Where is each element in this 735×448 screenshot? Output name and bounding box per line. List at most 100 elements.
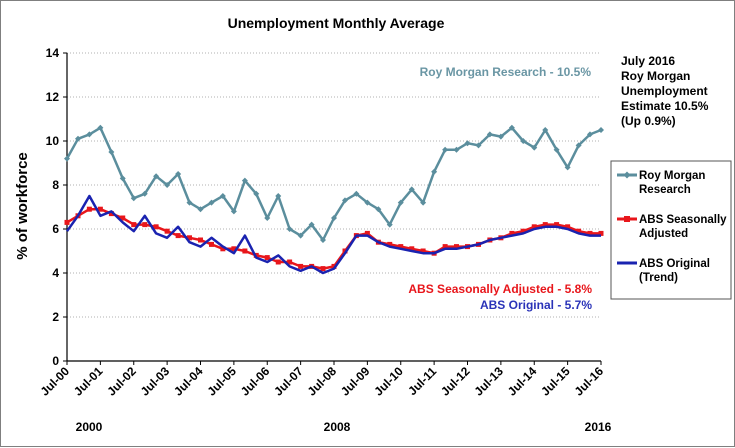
data-point-abs-sa bbox=[86, 206, 92, 212]
data-point-rm bbox=[208, 199, 215, 206]
data-point-rm bbox=[297, 232, 304, 239]
data-point-rm bbox=[86, 131, 93, 138]
x-tick-label: Jul-11 bbox=[405, 364, 439, 398]
side-note-line: Estimate 10.5% bbox=[621, 99, 709, 113]
legend: Roy Morgan Research ABS Seasonally Adjusted… bbox=[610, 160, 732, 300]
data-point-abs-sa bbox=[164, 228, 170, 234]
data-point-rm bbox=[598, 127, 604, 133]
y-tick-label: 6 bbox=[52, 222, 59, 236]
data-point-rm bbox=[564, 164, 571, 171]
data-point-rm bbox=[475, 142, 482, 149]
legend-label-abs_orig: ABS Original bbox=[639, 258, 710, 270]
data-point-abs-sa bbox=[198, 237, 203, 243]
x-tick-label: Jul-15 bbox=[538, 364, 573, 399]
data-point-abs-sa bbox=[298, 263, 304, 269]
data-point-abs-sa bbox=[509, 230, 515, 236]
x-tick-label: Jul-01 bbox=[71, 364, 106, 399]
data-point-rm bbox=[497, 133, 504, 140]
data-point-rm bbox=[286, 226, 293, 232]
data-point-rm bbox=[364, 199, 371, 206]
data-point-rm bbox=[586, 131, 593, 138]
legend-label-abs_orig: (Trend) bbox=[639, 272, 678, 284]
data-point-rm bbox=[531, 144, 538, 151]
series-rm bbox=[64, 124, 604, 243]
data-point-abs-sa bbox=[453, 244, 459, 250]
data-point-rm bbox=[175, 171, 182, 177]
x-tick-label: Jul-04 bbox=[171, 364, 206, 399]
legend-label-rm: Research bbox=[639, 184, 691, 196]
annotation-rm-latest: Roy Morgan Research - 10.5% bbox=[420, 65, 592, 79]
data-point-rm bbox=[542, 127, 549, 133]
side-note-line: Roy Morgan bbox=[621, 69, 690, 83]
data-point-abs-sa bbox=[320, 266, 326, 272]
data-point-abs-sa bbox=[531, 224, 537, 230]
y-axis-label: % of workforce bbox=[14, 152, 31, 260]
data-point-rm bbox=[431, 168, 438, 175]
data-point-rm bbox=[264, 215, 271, 221]
x-tick-label: Jul-00 bbox=[38, 364, 73, 399]
data-point-rm bbox=[397, 199, 404, 206]
data-point-abs-sa bbox=[576, 228, 582, 234]
data-point-abs-sa bbox=[120, 215, 126, 221]
data-point-rm bbox=[308, 221, 315, 228]
x-tick-label: Jul-07 bbox=[271, 364, 306, 399]
data-point-rm bbox=[197, 206, 204, 213]
data-point-abs-sa bbox=[153, 224, 159, 230]
x-tick-label: Jul-10 bbox=[371, 364, 406, 399]
data-point-abs-sa bbox=[231, 246, 237, 252]
legend-label-abs_sa: Adjusted bbox=[639, 228, 688, 240]
data-point-rm bbox=[186, 199, 193, 206]
y-tick-label: 0 bbox=[52, 354, 59, 368]
data-point-rm bbox=[319, 237, 326, 243]
year-label: 2016 bbox=[585, 420, 612, 434]
data-point-abs-sa bbox=[409, 246, 415, 252]
data-point-rm bbox=[575, 142, 582, 149]
data-point-rm bbox=[130, 195, 137, 202]
data-point-rm bbox=[486, 131, 493, 138]
data-point-abs-sa bbox=[264, 255, 270, 261]
data-point-abs-sa bbox=[331, 263, 337, 269]
series-abs_orig bbox=[65, 194, 601, 275]
data-point-abs-sa bbox=[598, 230, 604, 236]
axes bbox=[66, 53, 602, 365]
x-tick-label: Jul-16 bbox=[572, 364, 607, 399]
y-tick-label: 10 bbox=[46, 134, 60, 148]
data-point-abs-sa bbox=[442, 244, 448, 250]
data-point-rm bbox=[97, 124, 104, 131]
data-point-abs-sa bbox=[275, 259, 281, 265]
data-point-rm bbox=[153, 173, 160, 180]
data-point-rm bbox=[464, 140, 471, 147]
data-point-rm bbox=[420, 199, 427, 206]
data-point-rm bbox=[230, 208, 237, 215]
legend-marker-rm bbox=[623, 171, 631, 179]
data-point-abs-sa bbox=[209, 241, 215, 247]
data-point-abs-sa bbox=[175, 233, 181, 239]
legend-marker-abs-sa bbox=[624, 216, 630, 222]
data-point-rm bbox=[375, 206, 382, 213]
annotation-abs-orig-latest: ABS Original - 5.7% bbox=[480, 298, 592, 312]
y-tick-label: 12 bbox=[46, 90, 60, 104]
data-point-abs-sa bbox=[108, 211, 114, 217]
x-tick-label: Jul-02 bbox=[104, 364, 139, 399]
series-lines bbox=[64, 124, 604, 275]
x-tick-labels: Jul-00Jul-01Jul-02Jul-03Jul-04Jul-05Jul-… bbox=[38, 364, 607, 399]
data-point-rm bbox=[408, 186, 415, 193]
data-point-abs-sa bbox=[142, 222, 148, 228]
x-tick-label: Jul-06 bbox=[238, 364, 273, 399]
data-point-abs-sa bbox=[542, 222, 548, 228]
x-tick-label: Jul-08 bbox=[305, 364, 340, 399]
series-line-abs_orig bbox=[65, 194, 601, 275]
data-point-rm bbox=[442, 146, 449, 153]
data-point-abs-sa bbox=[64, 219, 70, 225]
data-point-abs-sa bbox=[554, 222, 560, 228]
y-tick-label: 4 bbox=[52, 266, 59, 280]
data-point-abs-sa bbox=[364, 230, 370, 236]
data-point-rm bbox=[219, 193, 226, 199]
data-point-abs-sa bbox=[287, 259, 293, 265]
data-point-abs-sa bbox=[420, 248, 426, 254]
data-point-abs-sa bbox=[220, 246, 226, 252]
year-labels: 2000 2008 2016 bbox=[76, 420, 612, 434]
y-tick-label: 2 bbox=[52, 310, 59, 324]
data-point-rm bbox=[275, 193, 282, 199]
